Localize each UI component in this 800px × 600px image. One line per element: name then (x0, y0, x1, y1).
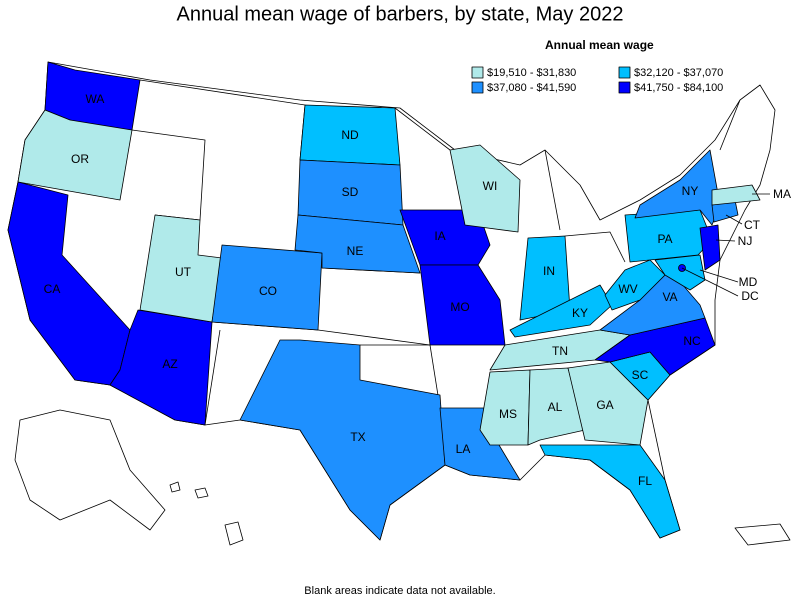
legend-label: $19,510 - $31,830 (487, 67, 576, 79)
map-outline (734, 523, 791, 546)
footnote: Blank areas indicate data not available. (304, 585, 495, 597)
map-outline (169, 481, 181, 493)
state-label: KY (572, 306, 588, 320)
state-label: TN (552, 344, 568, 358)
state-label: AZ (162, 357, 177, 371)
map-outline (719, 99, 741, 151)
state-label: FL (638, 474, 652, 488)
map-outline (14, 409, 166, 531)
state-label: NJ (738, 234, 753, 248)
state-shape (699, 224, 721, 271)
state-label: CA (44, 282, 61, 296)
state-label: LA (456, 442, 471, 456)
map-outline (715, 239, 736, 242)
map-outline (699, 269, 739, 283)
map-title: Annual mean wage of barbers, by state, M… (177, 3, 624, 25)
state-label: CT (744, 218, 761, 232)
legend-swatch (618, 81, 631, 94)
state-label: OR (71, 152, 89, 166)
state-label: SC (632, 368, 649, 382)
map-outline (725, 214, 743, 225)
state-label: CO (259, 284, 277, 298)
legend-swatch (471, 81, 484, 94)
state-shape (479, 369, 531, 446)
legend-swatch (471, 66, 484, 79)
map-outline (194, 487, 209, 499)
state-label: MS (499, 407, 517, 421)
state-label: MO (450, 300, 469, 314)
state-shape (109, 309, 213, 426)
state-label: TX (350, 430, 365, 444)
state-shape (419, 264, 506, 346)
state-label: MA (773, 187, 791, 201)
legend: Annual mean wage $19,510 - $31,830 $32,1… (471, 38, 723, 94)
state-labels: WA OR CA AZ UT CO ND SD NE TX IA MO LA W… (44, 92, 791, 488)
state-label: IN (543, 264, 555, 278)
legend-label: $37,080 - $41,590 (487, 82, 576, 94)
state-label: NY (682, 184, 699, 198)
state-label: NE (347, 244, 364, 258)
state-label: DC (741, 289, 759, 303)
legend-label: $32,120 - $37,070 (634, 67, 723, 79)
map-outline (204, 329, 221, 426)
state-label: PA (657, 232, 672, 246)
state-shape (239, 339, 446, 541)
state-label: WV (618, 282, 637, 296)
map-outline (564, 231, 626, 263)
state-label: NC (683, 334, 701, 348)
state-shape (211, 244, 323, 331)
states (7, 61, 761, 541)
state-label: UT (175, 265, 192, 279)
map-outline (224, 521, 244, 546)
state-shape (527, 367, 586, 446)
state-shape (567, 361, 649, 446)
state-label: WI (483, 179, 498, 193)
state-label: WA (86, 92, 105, 106)
state-label: IA (434, 229, 445, 243)
state-label: SD (342, 185, 359, 199)
state-shape (711, 184, 761, 206)
state-shape (634, 149, 721, 226)
legend-swatch (618, 66, 631, 79)
state-label: GA (596, 398, 613, 412)
map-outline (394, 107, 451, 151)
state-shape (17, 109, 133, 201)
legend-label: $41,750 - $84,100 (634, 82, 723, 94)
map-outline (681, 267, 739, 297)
state-shape (449, 144, 521, 233)
legend-title: Annual mean wage (545, 38, 654, 52)
map-outline (544, 149, 561, 231)
state-label: VA (662, 290, 677, 304)
state-label: ND (341, 128, 359, 142)
state-shape (539, 444, 681, 539)
state-label: AL (548, 400, 563, 414)
state-shape (654, 254, 706, 291)
state-shape (294, 214, 421, 274)
state-label: MD (739, 275, 758, 289)
